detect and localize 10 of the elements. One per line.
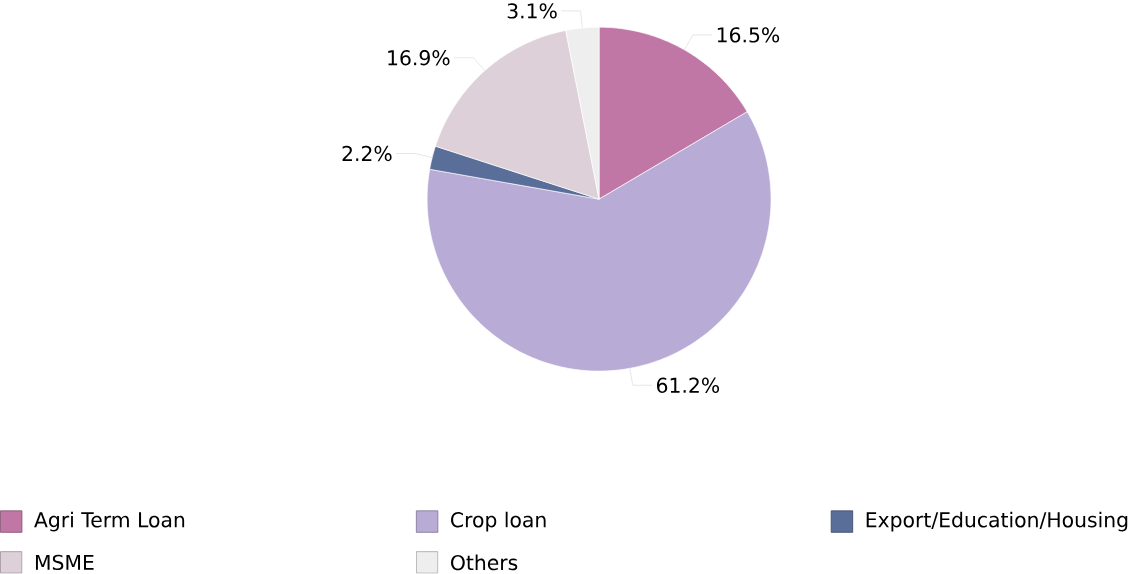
data-label: 16.9% [388,50,450,66]
data-label: 16.5% [717,27,780,43]
legend-label: Others [451,554,518,571]
legend-label: Crop loan [451,511,546,532]
legend-label: Agri Term Loan [34,511,185,532]
data-label: 61.2% [656,377,720,394]
legend-label: Export/Education/Housing [866,511,1128,532]
data-label: 3.1% [507,3,557,19]
legend-label: MSME [35,554,94,571]
data-label: 2.2% [342,146,392,162]
